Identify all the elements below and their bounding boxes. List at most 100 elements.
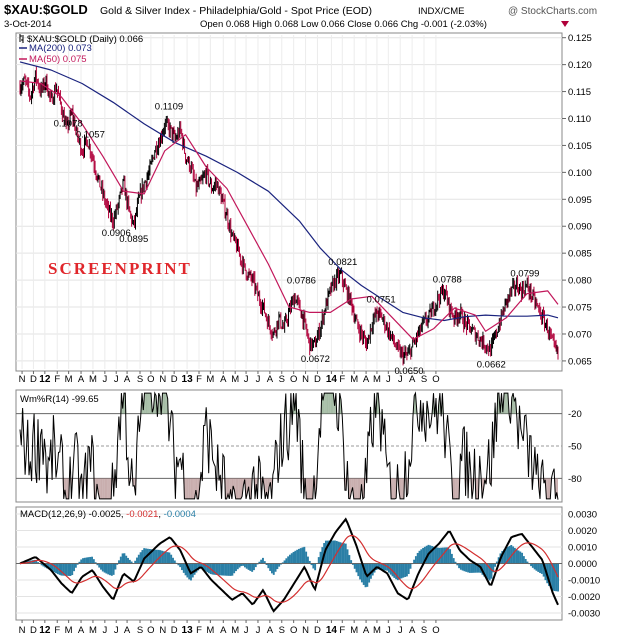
price-annotation: 0.0799 [510,269,539,280]
macd-histogram-bar [91,556,93,564]
macd-histogram-bar [181,563,183,571]
macd-histogram-bar [488,563,491,581]
price-annotation: 0.0906 [102,228,131,239]
macd-histogram-bar [333,540,336,564]
macd-histogram-bar [229,563,232,576]
macd-histogram-bar [98,563,101,568]
macd-histogram-bar [506,546,509,564]
macd-histogram-bar [503,549,506,564]
macd-histogram-bar [436,547,439,564]
macd-histogram-bar [76,563,79,565]
macd-histogram-bar [551,563,554,591]
oversold-fill [265,478,267,499]
macd-histogram-bar [244,563,246,568]
macd-histogram-bar [123,553,126,564]
price-bars [19,66,559,366]
x-tick-label: O [147,625,154,636]
x-tick-label: A [124,374,131,385]
macd-histogram-bar [276,563,279,570]
x-tick-label: F [196,374,202,385]
x-tick-label: A [363,374,370,385]
price-tick-label: 0.120 [568,60,592,71]
x-tick-label: A [267,625,274,636]
macd-histogram-bar [179,563,182,568]
macd-histogram-bar [310,563,313,566]
macd-histogram-bar [161,550,164,564]
macd-histogram-bar [154,549,156,564]
oversold-fill [351,478,353,493]
x-tick-label: A [220,374,227,385]
macd-histogram-bar [319,551,322,564]
macd-histogram-bar [134,560,137,564]
x-axis-bottom: N D 12 F M A M J J A S O N D 13 F M A M J J A S O N D 14 F M A M J J A S O [19,620,440,636]
price-tick-label: 0.065 [568,356,592,367]
down-arrow-icon [561,21,569,27]
macd-histogram-bar [85,557,88,564]
oversold-fill [357,478,359,499]
macd-histogram-bar [42,563,45,567]
macd-histogram-bar [341,542,344,564]
williams-tick-label: -50 [568,442,582,453]
macd-histogram-bar [400,563,403,579]
overbought-fill [376,393,379,414]
macd-histogram-bar [362,563,365,585]
macd-histogram-bar [272,563,275,575]
oversold-fill [456,478,458,499]
macd-histogram-bar [432,546,435,564]
oversold-fill [186,478,189,499]
overbought-fill [144,393,146,414]
overbought-fill [323,393,325,414]
price-tick-label: 0.070 [568,329,592,340]
oversold-fill [453,478,456,499]
macd-histogram-bar [497,557,500,564]
x-tick-label: D [171,625,178,636]
macd-histogram-bar [211,563,214,575]
macd-histogram-bar [40,563,43,566]
chart-description: Gold & Silver Index - Philadelphia/Gold … [100,5,372,17]
x-tick-label: M [65,374,73,385]
macd-histogram-bar [519,551,522,564]
ohlc-readout: Open 0.068 High 0.068 Low 0.066 Close 0.… [200,19,487,30]
macd-histogram-bar [330,540,333,564]
oversold-fill [197,478,199,499]
price-annotation: 0.1078 [54,118,83,129]
macd-histogram-bar [71,563,74,576]
macd-histogram-bar [396,563,399,581]
macd-histogram-bar [377,563,380,570]
oversold-fill [307,478,309,499]
macd-histogram-bar [217,563,219,576]
macd-label: MACD(12,26,9) [20,509,86,520]
macd-histogram-bar [262,557,264,564]
x-tick-label: A [409,625,416,636]
macd-histogram-bar [339,542,342,564]
x-tick-label: D [171,374,178,385]
macd-histogram-bar [441,547,444,564]
macd-tick-label: 0.0020 [568,526,597,537]
overbought-fill [332,393,334,414]
oversold-fill [401,478,403,499]
macd-histogram-bar [512,546,515,564]
macd-histogram-bar [204,563,207,571]
oversold-fill [190,478,193,499]
low-label: Low [301,19,319,30]
macd-histogram-bar [314,563,317,571]
macd-histogram-bar [288,554,291,564]
macd-histogram-bar [378,563,381,570]
open-value: 0.068 [226,19,250,30]
macd-histogram-bar [409,563,412,569]
macd-line [19,517,559,613]
macd-histogram-bar [110,563,113,576]
macd-histogram-bar [431,546,434,564]
macd-histogram-bar [303,546,306,564]
macd-histogram-bar [155,549,158,564]
macd-histogram-bar [348,555,351,564]
x-tick-label: S [421,625,427,636]
macd-histogram-bar [173,560,176,564]
x-tick-label: N [159,374,166,385]
williams-line [19,391,559,501]
macd-histogram-bar [128,559,131,564]
macd-histogram-bar [395,563,398,580]
overbought-fill [504,393,506,414]
